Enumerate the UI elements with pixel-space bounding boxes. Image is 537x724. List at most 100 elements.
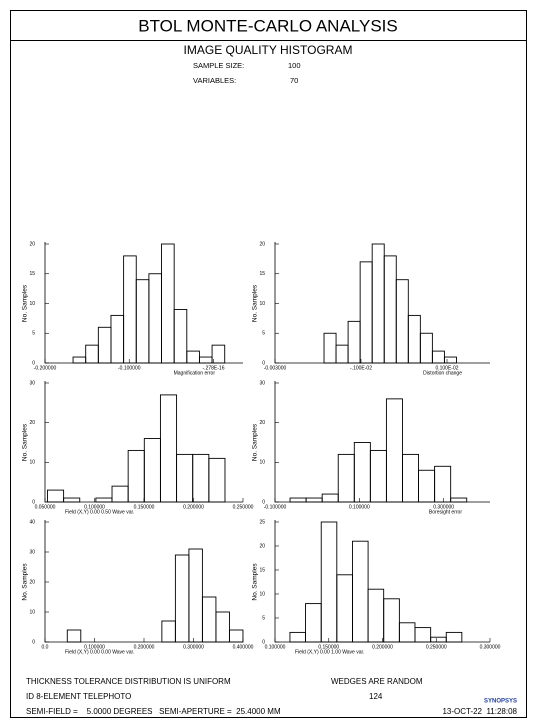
y-tick-label: 15	[259, 567, 265, 573]
y-tick-label: 0	[32, 639, 35, 645]
x-tick-label: -.278E-16	[203, 365, 225, 371]
report-title: BTOL MONTE-CARLO ANALYSIS	[138, 16, 397, 35]
x-axis-label: Field (X,Y) 0.00 0.00 Wave var.	[65, 649, 134, 655]
x-tick-label: 0.300000	[433, 504, 454, 510]
y-tick-label: 20	[259, 543, 265, 549]
y-tick-label: 5	[262, 615, 265, 621]
histogram-bar	[434, 465, 452, 503]
y-tick-label: 5	[32, 331, 35, 337]
x-tick-label: -0.100000	[264, 504, 287, 510]
y-tick-label: 0	[262, 360, 265, 366]
histogram-bar	[215, 611, 230, 643]
x-tick-label: 0.250000	[233, 504, 254, 510]
x-tick-label: 0.050000	[35, 504, 56, 510]
variables: 70	[290, 76, 298, 85]
y-tick-label: 20	[259, 420, 265, 426]
x-axis-label: Distortion change	[423, 370, 462, 376]
histogram-bar	[419, 332, 433, 364]
y-tick-label: 20	[29, 579, 35, 585]
x-tick-label: 0.100000	[349, 504, 370, 510]
histogram-bar	[414, 627, 432, 643]
sample-size: 100	[288, 61, 301, 70]
x-tick-label: 0.300000	[480, 644, 501, 650]
y-tick-label: 10	[259, 460, 265, 466]
x-axis-label: Field (X,Y) 0.00 0.50 Wave var.	[65, 509, 134, 515]
y-tick-label: 30	[29, 549, 35, 555]
distribution-note: THICKNESS TOLERANCE DISTRIBUTION IS UNIF…	[26, 677, 231, 686]
x-tick-label: 0.200000	[134, 644, 155, 650]
y-tick-label: 20	[259, 241, 265, 247]
y-axis-label: No. Samples	[252, 423, 259, 461]
y-tick-label: 40	[29, 519, 35, 525]
x-tick-label: 0.0	[42, 644, 49, 650]
x-tick-label: -0.200000	[34, 365, 57, 371]
y-tick-label: 15	[259, 271, 265, 277]
y-axis-label: No. Samples	[22, 423, 29, 461]
report-subtitle: IMAGE QUALITY HISTOGRAM	[184, 43, 353, 57]
histogram-bar	[385, 398, 403, 503]
logo: SYNOPSYS	[484, 699, 517, 705]
y-tick-label: 20	[29, 241, 35, 247]
histogram-bar	[450, 497, 468, 503]
semi-field: SEMI-FIELD = 5.0000 DEGREES SEMI-APERTUR…	[26, 707, 281, 716]
y-axis-label: No. Samples	[252, 284, 259, 322]
y-tick-label: 10	[259, 301, 265, 307]
histogram-bar	[47, 489, 65, 503]
x-tick-label: 0.150000	[318, 644, 339, 650]
x-axis-label: Magnification error	[174, 370, 216, 376]
lens-id: ID 8-ELEMENT TELEPHOTO	[26, 692, 131, 701]
y-tick-label: 30	[29, 380, 35, 386]
x-tick-label: 0.100000	[84, 504, 105, 510]
histogram-bar	[208, 457, 226, 503]
x-tick-label: 0.200000	[183, 504, 204, 510]
y-tick-label: 30	[259, 380, 265, 386]
histogram-bar	[383, 598, 400, 643]
histogram-bar	[66, 629, 82, 643]
page-number: 124	[369, 692, 383, 701]
y-tick-label: 0	[262, 639, 265, 645]
histogram-bar	[443, 356, 457, 364]
histogram-bar	[211, 344, 226, 364]
x-tick-label: 0.250000	[426, 644, 447, 650]
timestamp: 13-OCT-22 11:28:08	[442, 707, 517, 716]
y-axis-label: No. Samples	[22, 284, 29, 322]
y-tick-label: 0	[32, 360, 35, 366]
histogram-bar	[63, 497, 81, 503]
x-tick-label: 0.400000	[233, 644, 254, 650]
y-tick-label: 20	[29, 420, 35, 426]
y-tick-label: 10	[29, 609, 35, 615]
histogram-bar	[445, 631, 463, 643]
x-tick-label: -.100E-02	[350, 365, 372, 371]
y-tick-label: 0	[32, 499, 35, 505]
y-tick-label: 15	[29, 271, 35, 277]
x-tick-label: 0.150000	[134, 504, 155, 510]
histogram-bar	[228, 629, 244, 643]
x-tick-label: 0.200000	[372, 644, 393, 650]
histogram-bar	[159, 394, 178, 503]
x-tick-label: -0.100000	[118, 365, 141, 371]
x-axis-label: Boresight error	[429, 509, 462, 515]
x-tick-label: 0.100000	[265, 644, 286, 650]
histogram-bar	[188, 548, 203, 643]
variables-label: VARIABLES:	[193, 76, 236, 85]
y-tick-label: 0	[262, 499, 265, 505]
x-tick-label: 0.100E-02	[435, 365, 458, 371]
charts: 0 5 10 15 20 -0.200000 -0.100000 -.278E-16Magni…	[22, 241, 501, 655]
y-axis-label: No. Samples	[252, 563, 259, 601]
histogram-bar	[173, 309, 188, 364]
histogram-bar	[161, 243, 175, 364]
page-frame	[10, 10, 527, 718]
x-tick-label: 0.300000	[183, 644, 204, 650]
y-tick-label: 10	[29, 301, 35, 307]
x-axis-label: Field (X,Y) 0.00 1.00 Wave var.	[295, 649, 364, 655]
y-axis-label: No. Samples	[22, 563, 29, 601]
x-tick-label: 0.100000	[84, 644, 105, 650]
y-tick-label: 10	[259, 591, 265, 597]
wedges-note: WEDGES ARE RANDOM	[331, 677, 423, 686]
sample-size-label: SAMPLE SIZE:	[193, 61, 244, 70]
x-tick-label: -0.003000	[264, 365, 287, 371]
y-tick-label: 10	[29, 460, 35, 466]
y-tick-label: 5	[262, 331, 265, 337]
